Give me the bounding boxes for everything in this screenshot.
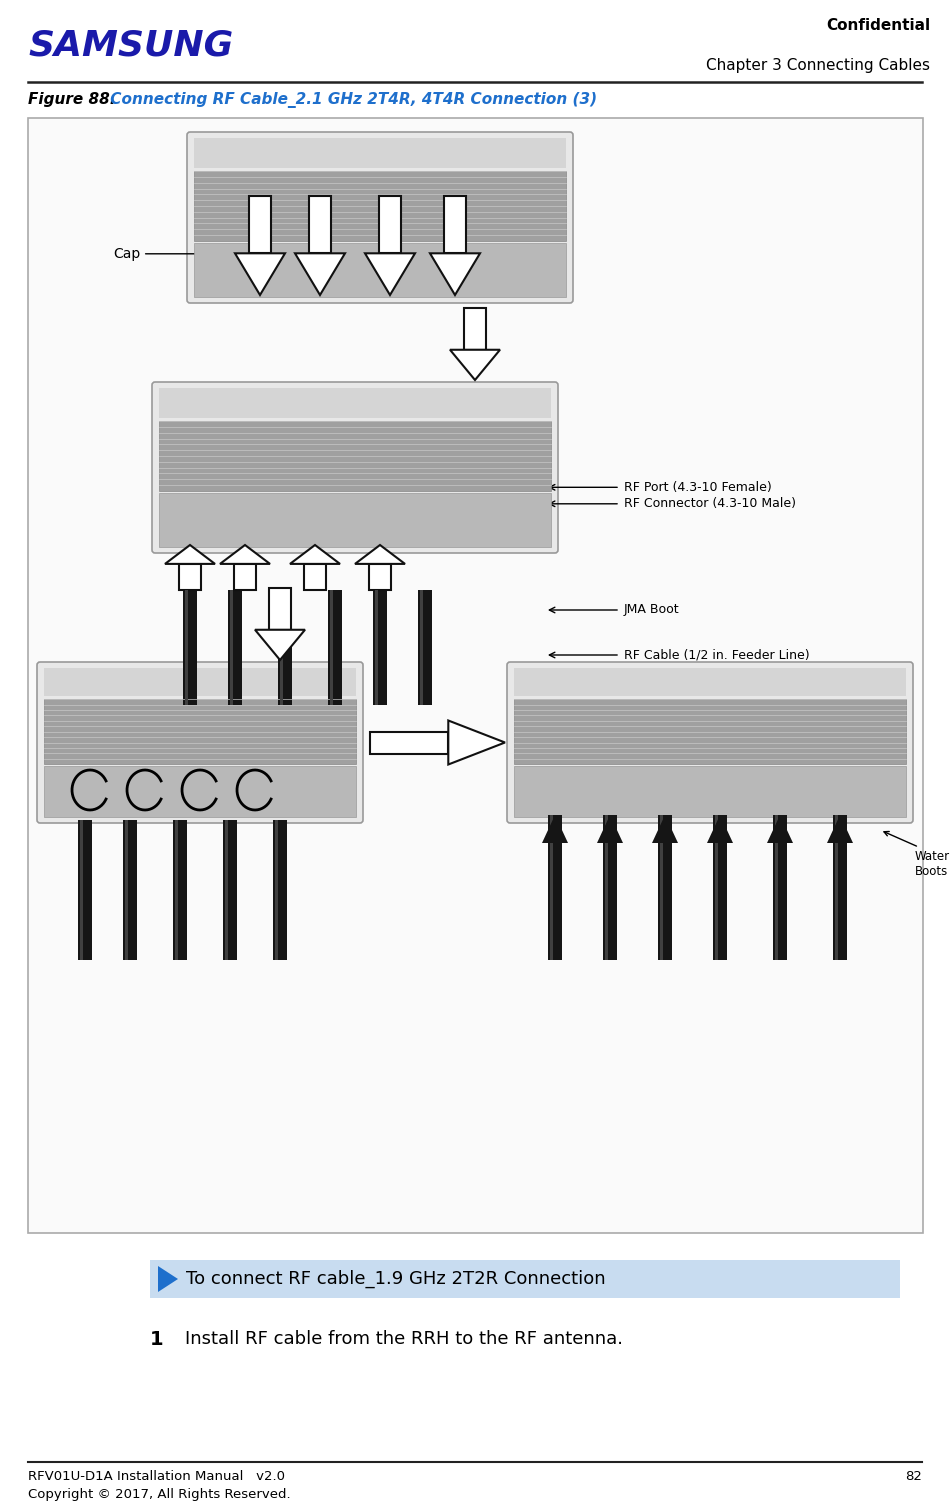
Bar [194,243,566,297]
Text: Cap: Cap [113,246,238,261]
Text: Waterproofing
Boots: Waterproofing Boots [884,832,950,878]
Bar [273,820,287,961]
Bar [603,815,617,961]
Bar [173,820,187,961]
Polygon shape [430,254,480,296]
Bar [605,815,608,961]
Text: 82: 82 [905,1469,922,1483]
Bar [835,815,838,961]
Text: RF Cable (1/2 in. Feeder Line): RF Cable (1/2 in. Feeder Line) [624,648,809,662]
Bar [179,564,201,590]
Bar [230,590,233,705]
Text: Copyright © 2017, All Rights Reserved.: Copyright © 2017, All Rights Reserved. [28,1487,291,1501]
Bar [833,815,847,961]
Bar [78,820,92,961]
Bar [80,820,83,961]
Bar [44,668,356,696]
Bar [228,590,242,705]
Bar [269,588,291,630]
Bar [183,590,197,705]
Polygon shape [448,720,505,764]
Polygon shape [165,545,215,564]
Bar [330,590,333,705]
Bar [375,590,378,705]
Bar [369,564,391,590]
Polygon shape [235,254,285,296]
Bar [773,815,787,961]
Bar [658,815,672,961]
Text: Confidential: Confidential [826,18,930,33]
Text: 1: 1 [150,1330,163,1349]
Text: Install RF cable from the RRH to the RF antenna.: Install RF cable from the RRH to the RF … [185,1330,623,1348]
Bar [304,564,326,590]
Bar [309,195,331,254]
Polygon shape [355,545,405,564]
Polygon shape [542,815,568,844]
Polygon shape [767,815,793,844]
Text: SAMSUNG: SAMSUNG [28,29,234,62]
Polygon shape [597,815,623,844]
Bar [370,731,448,754]
Bar [278,590,292,705]
Bar [464,308,486,350]
Bar [418,590,432,705]
Bar [373,590,387,705]
Polygon shape [290,545,340,564]
Bar [328,590,342,705]
Text: RF Port (4.3-10 Female): RF Port (4.3-10 Female) [624,480,771,494]
Bar [44,699,356,764]
Bar [550,815,553,961]
Bar [194,171,566,240]
FancyBboxPatch shape [152,381,558,552]
Bar [150,1259,900,1298]
Polygon shape [707,815,733,844]
Bar [660,815,663,961]
Polygon shape [220,545,270,564]
Bar [123,820,137,961]
Polygon shape [365,254,415,296]
Bar [775,815,778,961]
Bar [514,699,906,764]
Bar [249,195,271,254]
Bar [715,815,718,961]
Polygon shape [652,815,678,844]
Bar [159,422,551,491]
Bar [514,766,906,817]
Bar [514,668,906,696]
Bar [175,820,178,961]
Bar [275,820,278,961]
Bar [379,195,401,254]
Bar [225,820,228,961]
Bar [444,195,466,254]
Bar [713,815,727,961]
Text: Figure 88.: Figure 88. [28,92,116,107]
FancyBboxPatch shape [37,662,363,823]
Bar [185,590,188,705]
Bar [420,590,423,705]
Polygon shape [295,254,345,296]
Polygon shape [450,350,500,380]
Text: JMA Boot: JMA Boot [624,603,679,617]
Bar [223,820,237,961]
FancyBboxPatch shape [507,662,913,823]
Bar [44,766,356,817]
Polygon shape [255,630,305,660]
Text: Connecting RF Cable_2.1 GHz 2T4R, 4T4R Connection (3): Connecting RF Cable_2.1 GHz 2T4R, 4T4R C… [105,92,598,108]
Text: To connect RF cable_1.9 GHz 2T2R Connection: To connect RF cable_1.9 GHz 2T2R Connect… [186,1270,606,1288]
Text: RFV01U-D1A Installation Manual   v2.0: RFV01U-D1A Installation Manual v2.0 [28,1469,285,1483]
Bar [159,387,551,417]
Bar [28,119,923,1232]
Polygon shape [827,815,853,844]
Bar [194,138,566,168]
Bar [548,815,562,961]
Bar [159,492,551,546]
Bar [280,590,283,705]
Text: RF Connector (4.3-10 Male): RF Connector (4.3-10 Male) [624,497,796,510]
Bar [234,564,256,590]
Polygon shape [158,1265,178,1292]
Text: Chapter 3 Connecting Cables: Chapter 3 Connecting Cables [706,59,930,74]
Bar [125,820,128,961]
FancyBboxPatch shape [187,132,573,303]
